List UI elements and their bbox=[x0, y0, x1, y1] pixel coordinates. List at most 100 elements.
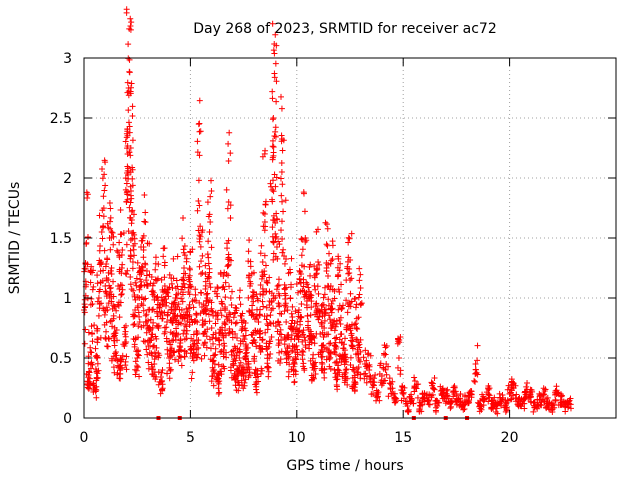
data-point bbox=[123, 271, 130, 278]
data-point bbox=[558, 392, 565, 399]
data-point bbox=[272, 60, 279, 67]
data-point bbox=[200, 342, 207, 349]
data-point bbox=[300, 363, 307, 370]
data-point bbox=[338, 281, 345, 288]
data-point bbox=[273, 286, 280, 293]
data-point bbox=[179, 235, 186, 242]
data-point bbox=[323, 241, 330, 248]
data-point bbox=[161, 324, 168, 331]
data-point bbox=[98, 300, 105, 307]
data-point bbox=[452, 388, 459, 395]
data-point bbox=[195, 337, 202, 344]
data-point bbox=[162, 302, 169, 309]
data-point bbox=[188, 375, 195, 382]
data-point bbox=[432, 408, 439, 415]
data-point bbox=[382, 377, 389, 384]
data-point bbox=[142, 261, 149, 268]
data-point bbox=[175, 358, 182, 365]
data-point bbox=[521, 389, 528, 396]
data-point bbox=[299, 356, 306, 363]
data-point bbox=[281, 308, 288, 315]
data-point bbox=[272, 128, 279, 135]
data-point bbox=[189, 337, 196, 344]
y-tick-label: 1 bbox=[63, 291, 72, 307]
data-point bbox=[103, 319, 110, 326]
data-point bbox=[116, 375, 123, 382]
data-point bbox=[107, 214, 114, 221]
data-point bbox=[549, 408, 556, 415]
data-point bbox=[118, 357, 125, 364]
data-point bbox=[205, 260, 212, 267]
data-point bbox=[265, 344, 272, 351]
data-point bbox=[278, 227, 285, 234]
data-point bbox=[272, 323, 279, 330]
data-point bbox=[152, 254, 159, 261]
data-point bbox=[333, 334, 340, 341]
data-point bbox=[131, 291, 138, 298]
data-point bbox=[311, 365, 318, 372]
data-point bbox=[285, 270, 292, 277]
data-point bbox=[325, 273, 332, 280]
data-point bbox=[153, 344, 160, 351]
data-point bbox=[249, 293, 256, 300]
data-point bbox=[152, 276, 159, 283]
data-point bbox=[107, 267, 114, 274]
data-point bbox=[300, 349, 307, 355]
data-point bbox=[410, 400, 417, 407]
data-point bbox=[140, 244, 147, 251]
data-point bbox=[282, 296, 289, 303]
data-point bbox=[280, 208, 287, 215]
data-point bbox=[99, 224, 106, 231]
data-point bbox=[362, 347, 369, 354]
data-point bbox=[406, 393, 413, 400]
data-point bbox=[383, 371, 390, 378]
data-point bbox=[172, 306, 179, 313]
data-point bbox=[494, 401, 501, 408]
data-point bbox=[196, 238, 203, 245]
data-point bbox=[159, 315, 166, 322]
data-point bbox=[150, 319, 157, 326]
axis-ticks bbox=[83, 57, 616, 419]
data-point bbox=[278, 135, 285, 142]
data-point bbox=[108, 317, 115, 324]
data-point bbox=[189, 369, 196, 376]
data-point bbox=[150, 306, 157, 313]
data-point bbox=[154, 323, 161, 330]
data-point bbox=[201, 330, 208, 337]
data-point bbox=[182, 270, 189, 277]
data-point bbox=[131, 231, 138, 238]
data-point bbox=[300, 190, 307, 197]
data-point bbox=[196, 263, 203, 270]
data-point bbox=[161, 262, 168, 269]
data-point bbox=[135, 323, 142, 330]
data-point bbox=[241, 325, 248, 332]
data-point bbox=[122, 358, 129, 365]
data-point bbox=[195, 345, 202, 352]
data-point bbox=[307, 291, 314, 298]
data-point bbox=[263, 279, 270, 286]
data-point bbox=[543, 395, 550, 402]
data-point bbox=[196, 97, 203, 104]
data-point bbox=[372, 372, 379, 379]
data-point bbox=[115, 283, 122, 289]
data-point bbox=[164, 351, 171, 358]
data-point bbox=[143, 282, 150, 289]
data-point bbox=[468, 391, 475, 398]
data-point bbox=[150, 289, 157, 296]
data-point bbox=[124, 167, 131, 174]
data-point bbox=[294, 351, 301, 358]
data-point bbox=[186, 272, 193, 279]
data-point bbox=[348, 275, 355, 282]
data-point bbox=[262, 262, 269, 269]
data-point bbox=[267, 320, 274, 327]
data-point bbox=[95, 312, 102, 319]
data-point bbox=[81, 301, 88, 308]
data-point bbox=[132, 358, 139, 365]
data-point bbox=[128, 19, 135, 26]
data-point bbox=[199, 252, 206, 259]
data-point bbox=[315, 290, 322, 297]
data-point bbox=[393, 395, 400, 402]
data-point bbox=[204, 251, 211, 258]
data-point bbox=[164, 312, 171, 319]
